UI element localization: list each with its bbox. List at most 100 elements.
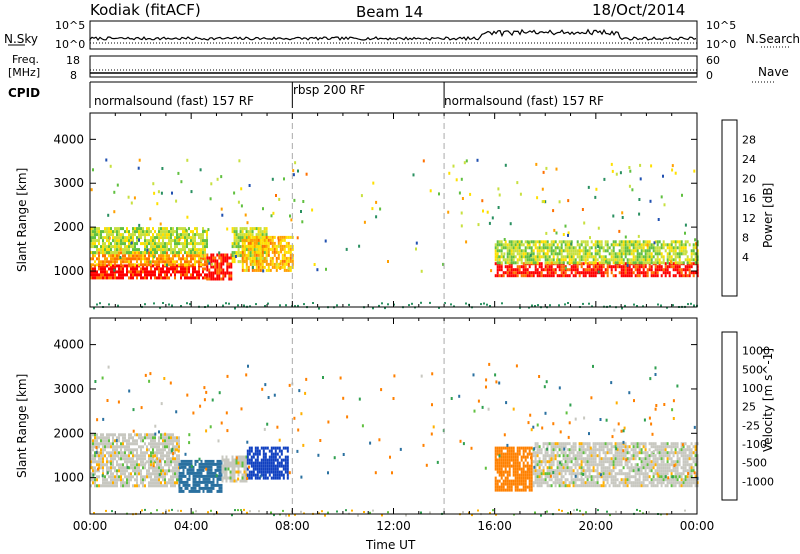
data-cell	[264, 452, 267, 456]
data-cell	[104, 251, 106, 255]
data-cell	[572, 457, 575, 461]
data-cell	[522, 467, 525, 471]
data-cell	[192, 251, 194, 255]
data-cell	[502, 470, 505, 474]
data-cell	[245, 470, 248, 474]
data-cell	[203, 229, 206, 233]
data-cell	[134, 227, 136, 231]
data-cell	[168, 248, 170, 252]
data-cell	[664, 469, 667, 473]
data-cell	[570, 252, 573, 256]
data-cell	[200, 471, 203, 475]
data-cell	[614, 463, 617, 467]
data-cell	[253, 227, 256, 231]
data-cell	[168, 439, 170, 443]
data-cell	[546, 265, 549, 269]
data-cell	[124, 264, 126, 268]
data-cell	[594, 454, 597, 458]
data-cell	[248, 473, 251, 477]
data-cell	[180, 248, 182, 252]
data-cell	[528, 482, 531, 486]
data-cell	[692, 249, 695, 253]
data-cell	[510, 449, 513, 453]
data-cell	[512, 246, 515, 250]
data-cell	[640, 255, 643, 259]
data-cell	[566, 240, 569, 244]
data-cell	[576, 472, 579, 476]
data-cell	[516, 258, 519, 262]
data-cell	[678, 271, 681, 275]
data-cell	[182, 270, 184, 274]
data-cell	[196, 459, 199, 463]
data-cell	[128, 448, 130, 452]
data-cell	[267, 241, 270, 245]
data-cell	[556, 472, 559, 476]
data-cell	[222, 271, 225, 275]
data-cell	[636, 451, 639, 455]
data-cell	[122, 251, 124, 255]
data-cell	[614, 258, 617, 262]
data-cell	[624, 243, 627, 247]
data-cell	[149, 260, 152, 264]
data-cell	[598, 246, 601, 250]
data-cell	[568, 249, 571, 253]
data-cell	[174, 239, 176, 243]
data-cell	[172, 267, 174, 271]
data-cell	[696, 243, 699, 247]
data-cell	[538, 463, 541, 467]
data-cell	[652, 460, 655, 464]
data-cell	[688, 265, 691, 269]
data-cell	[186, 480, 189, 484]
data-cell	[526, 446, 529, 450]
data-cell	[106, 481, 108, 485]
data-cell	[200, 263, 202, 267]
data-cell	[628, 472, 631, 476]
data-cell	[588, 484, 591, 488]
data-cell	[148, 230, 150, 234]
data-cell	[656, 271, 659, 275]
data-cell	[96, 475, 98, 479]
data-cell	[90, 451, 92, 455]
data-cell	[540, 262, 543, 266]
data-cell	[626, 243, 629, 247]
data-cell	[120, 451, 122, 455]
data-cell	[210, 253, 213, 257]
data-cell	[224, 274, 227, 278]
data-cell	[283, 268, 286, 272]
nave-label: Nave	[758, 65, 789, 79]
data-cell	[152, 478, 154, 482]
data-cell	[164, 454, 166, 458]
data-cell	[622, 268, 625, 272]
data-cell	[516, 461, 519, 465]
data-cell	[590, 240, 593, 244]
data-cell	[160, 254, 162, 258]
data-cell	[264, 473, 267, 477]
data-cell	[606, 265, 609, 269]
data-cell	[580, 255, 583, 259]
data-cell	[584, 271, 587, 275]
data-cell	[104, 257, 106, 261]
data-cell	[375, 200, 378, 204]
data-cell	[170, 463, 172, 467]
data-cell	[522, 473, 525, 477]
data-cell	[134, 257, 136, 261]
data-cell	[164, 230, 166, 234]
data-cell	[204, 480, 207, 484]
data-cell	[552, 243, 555, 247]
data-cell	[138, 463, 140, 467]
data-cell	[594, 460, 597, 464]
data-cell	[674, 258, 677, 262]
data-cell	[212, 459, 215, 463]
data-cell	[188, 233, 190, 237]
data-cell	[670, 255, 673, 259]
data-cell	[108, 245, 110, 249]
data-cell	[272, 452, 275, 456]
noise-frame	[89, 20, 698, 50]
data-cell	[269, 259, 272, 263]
data-cell	[576, 484, 579, 488]
data-cell	[176, 469, 178, 473]
data-cell	[118, 267, 120, 271]
data-cell	[96, 251, 98, 255]
data-cell	[235, 242, 238, 246]
data-cell	[220, 483, 223, 487]
